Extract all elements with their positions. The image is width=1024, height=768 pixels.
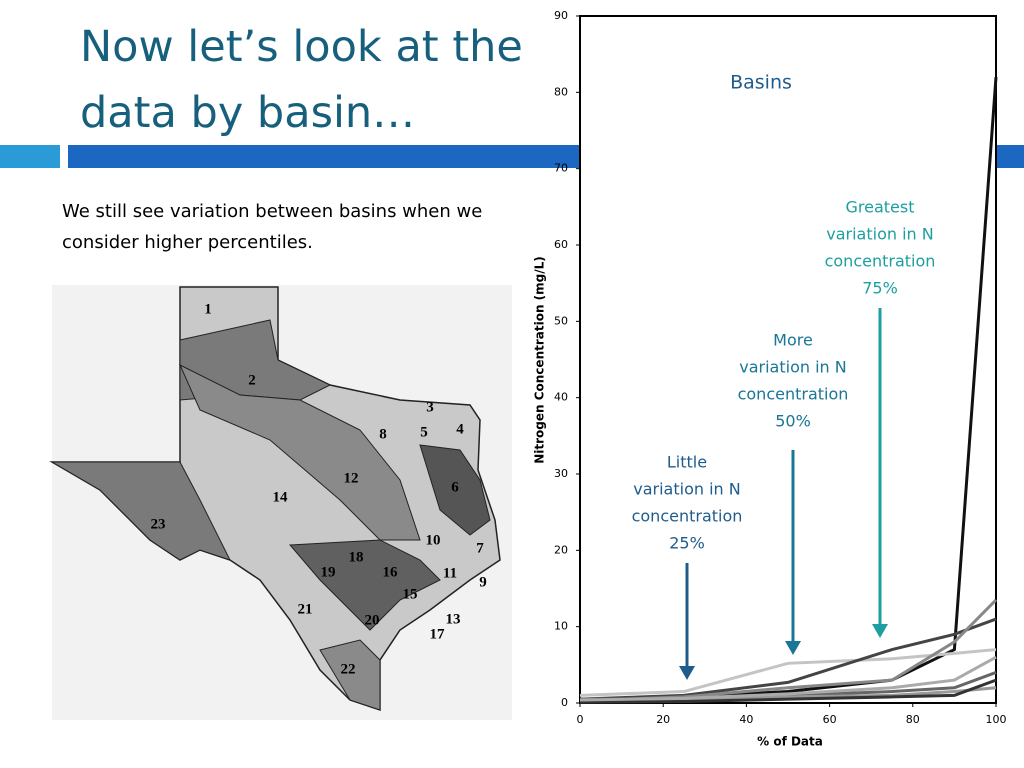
annotation-text: Little <box>667 453 707 472</box>
basin-label: 5 <box>420 424 428 440</box>
basin-label: 7 <box>476 540 484 556</box>
basin-label: 21 <box>298 601 313 617</box>
annotation-text: concentration <box>825 252 936 271</box>
annotation-text: 50% <box>775 412 811 431</box>
arrow-head <box>679 666 695 680</box>
series-line <box>579 655 997 702</box>
y-tick-label: 40 <box>554 391 568 404</box>
y-tick-label: 50 <box>554 314 568 327</box>
basin-label: 9 <box>479 574 487 590</box>
x-tick-label: 100 <box>986 713 1007 726</box>
arrow-head <box>785 641 801 655</box>
basin-label: 6 <box>451 479 459 495</box>
plot-area <box>579 15 997 704</box>
x-tick-label: 40 <box>739 713 753 726</box>
basin-label: 10 <box>426 532 441 548</box>
annotation-text: More <box>773 331 813 350</box>
basin-label: 23 <box>151 516 166 532</box>
y-axis-label: Nitrogen Concentration (mg/L) <box>533 256 547 464</box>
annotation-text: concentration <box>632 507 743 526</box>
basin-dark <box>419 444 491 536</box>
basin-label: 3 <box>426 399 434 415</box>
basin-label: 19 <box>321 564 336 580</box>
y-tick-label: 70 <box>554 162 568 175</box>
series-line <box>579 678 997 704</box>
basin-label: 1 <box>204 301 212 317</box>
basin-label: 15 <box>403 586 418 602</box>
series-line <box>579 648 997 697</box>
basin-dark <box>50 461 231 561</box>
annotation-text: Greatest <box>846 198 915 217</box>
annotation-text: concentration <box>738 385 849 404</box>
basin-label: 20 <box>365 612 380 628</box>
basin-label: 2 <box>248 372 256 388</box>
y-tick-label: 20 <box>554 543 568 556</box>
basin-label: 16 <box>383 564 399 580</box>
basin-label: 12 <box>344 470 359 486</box>
series-line <box>579 617 997 701</box>
x-tick-label: 60 <box>823 713 837 726</box>
basin-label: 22 <box>341 661 356 677</box>
basin-dark <box>288 539 441 631</box>
basin-label: 4 <box>456 421 464 437</box>
basin-label: 14 <box>273 489 289 505</box>
x-tick-label: 20 <box>656 713 670 726</box>
basin-label: 18 <box>349 549 364 565</box>
basin-label: 11 <box>443 565 457 581</box>
x-axis-label: % of Data <box>757 735 823 749</box>
x-tick-label: 80 <box>906 713 920 726</box>
y-tick-label: 0 <box>561 696 568 709</box>
basin-dark <box>319 639 381 711</box>
annotation-text: 75% <box>862 279 898 298</box>
basin-label: 13 <box>446 611 461 627</box>
y-tick-label: 90 <box>554 9 568 22</box>
y-tick-label: 10 <box>554 620 568 633</box>
body-text: We still see variation between basins wh… <box>62 201 483 253</box>
annotation-text: variation in N <box>826 225 933 244</box>
y-tick-label: 60 <box>554 238 568 251</box>
basin-dark <box>179 319 332 401</box>
chart-title: Basins <box>730 72 792 94</box>
slide-title: Now let’s look at the data by basin… <box>80 22 523 138</box>
annotation-text: variation in N <box>739 358 846 377</box>
y-tick-label: 30 <box>554 467 568 480</box>
basin-label: 17 <box>430 626 446 642</box>
basin-label: 8 <box>379 426 387 442</box>
basin-dark <box>178 363 421 541</box>
header-accent <box>0 145 60 168</box>
y-tick-label: 80 <box>554 85 568 98</box>
annotation-text: variation in N <box>633 480 740 499</box>
x-tick-label: 0 <box>577 713 584 726</box>
arrow-head <box>872 624 888 638</box>
annotation-text: 25% <box>669 534 705 553</box>
